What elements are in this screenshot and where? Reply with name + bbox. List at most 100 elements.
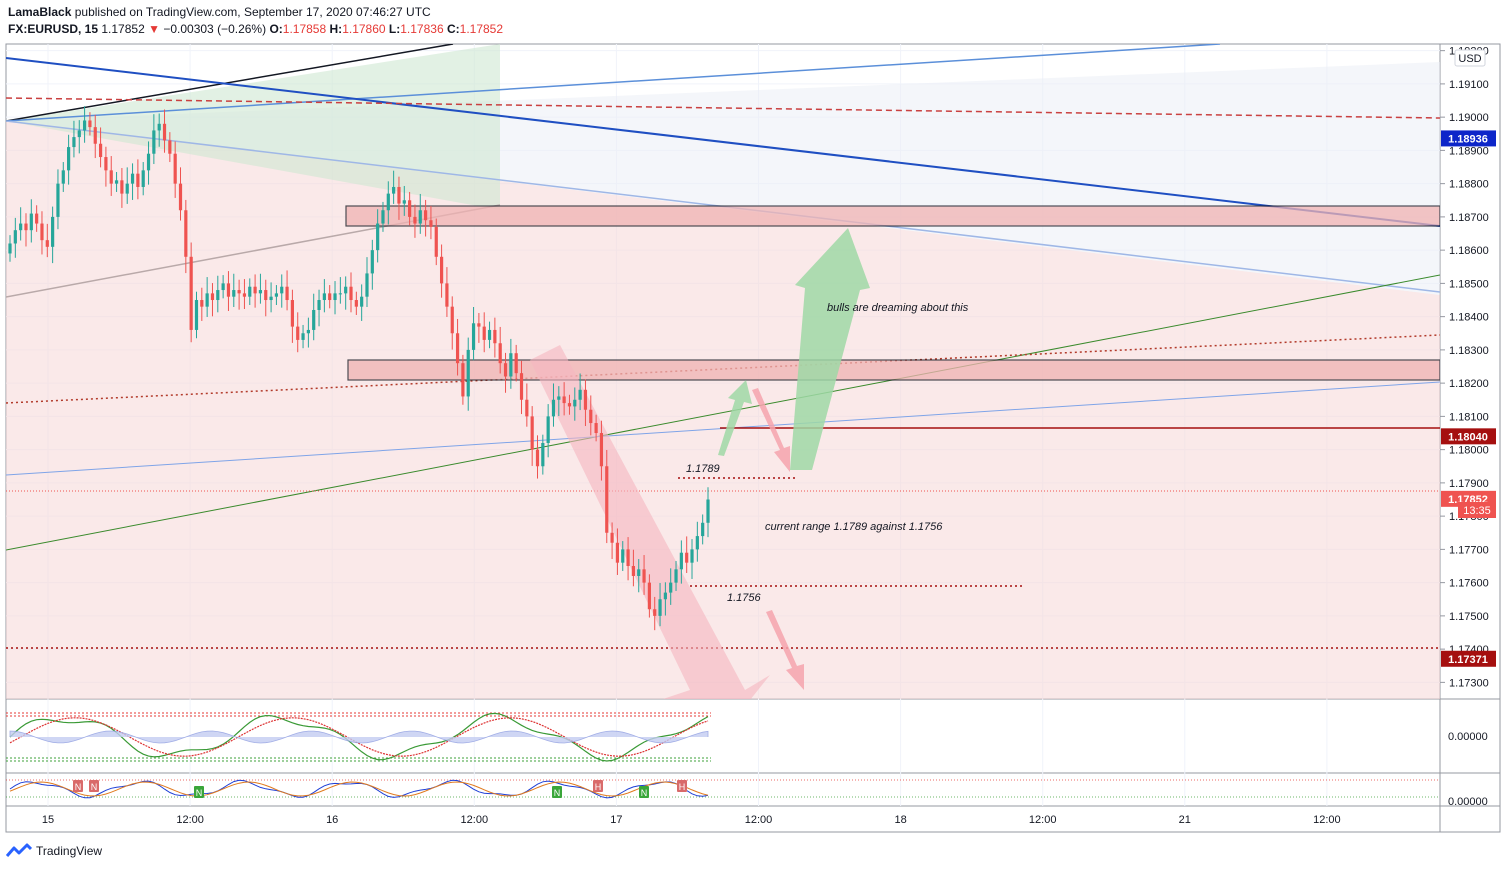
candle-body bbox=[51, 216, 55, 247]
price-tick-label: 1.17700 bbox=[1449, 544, 1489, 556]
candle-body bbox=[429, 220, 433, 227]
time-tick-label: 12:00 bbox=[1029, 814, 1057, 826]
osc2-signal-marker bbox=[552, 786, 562, 798]
price-tick-label: 1.17900 bbox=[1449, 478, 1489, 490]
trendline-dark-blue[interactable] bbox=[6, 57, 1440, 227]
bull-arrow-small[interactable] bbox=[718, 380, 752, 456]
candle-body bbox=[647, 582, 651, 610]
price-tick-label: 1.18700 bbox=[1449, 212, 1489, 224]
candle-body bbox=[578, 389, 582, 400]
time-tick-label: 12:00 bbox=[461, 814, 489, 826]
footer: TradingView bbox=[6, 843, 102, 859]
price-tick-label: 1.18900 bbox=[1449, 145, 1489, 157]
candle-body bbox=[487, 329, 492, 340]
candle-body bbox=[615, 542, 620, 563]
candle-body bbox=[530, 416, 534, 450]
candle-body bbox=[88, 120, 92, 128]
candle-body bbox=[45, 240, 49, 247]
author-name[interactable]: LamaBlack bbox=[8, 5, 72, 19]
trendline-light-blue-upper[interactable] bbox=[6, 44, 1221, 122]
bull-arrow-large[interactable] bbox=[790, 228, 870, 470]
candle-body bbox=[439, 256, 444, 284]
osc2-signal-label: N bbox=[91, 782, 98, 792]
candle-body bbox=[19, 223, 23, 231]
tradingview-logo-icon[interactable] bbox=[6, 843, 32, 859]
price-tick-label: 1.17300 bbox=[1449, 677, 1489, 689]
high-value: 1.17860 bbox=[342, 22, 386, 36]
downtrend-arrow[interactable] bbox=[530, 345, 770, 700]
candle-body bbox=[8, 243, 12, 254]
currency-box[interactable] bbox=[1454, 49, 1486, 67]
time-tick-label: 12:00 bbox=[745, 814, 773, 826]
trendline-green[interactable] bbox=[6, 274, 1440, 551]
candle-body bbox=[455, 333, 460, 364]
candle-body bbox=[546, 416, 550, 443]
candle-body bbox=[200, 300, 204, 307]
candle-body bbox=[360, 296, 364, 307]
candle-body bbox=[701, 522, 705, 537]
candle-body bbox=[626, 549, 630, 567]
candle-body bbox=[242, 293, 247, 297]
candle-body bbox=[317, 300, 321, 310]
osc2-line-orange bbox=[9, 781, 709, 797]
candle-body bbox=[706, 499, 710, 523]
trendline-black[interactable] bbox=[6, 44, 454, 122]
price-badge bbox=[1441, 650, 1496, 667]
candle-body bbox=[413, 216, 417, 224]
candle-body bbox=[376, 223, 380, 251]
candle-body bbox=[120, 180, 124, 194]
candle-body bbox=[301, 333, 305, 340]
candle-body bbox=[658, 599, 662, 616]
low-label: L: bbox=[388, 22, 401, 36]
candle-body bbox=[541, 442, 545, 467]
candle-body bbox=[557, 396, 561, 400]
candle-body bbox=[130, 173, 135, 184]
price-badge-label: 1.18040 bbox=[1448, 431, 1488, 443]
candle-body bbox=[162, 123, 167, 141]
candle-body bbox=[296, 326, 300, 340]
time-axis[interactable]: 15 12:00 16 12:00 17 12:00 18 12:00 21 12:00 bbox=[42, 814, 1341, 826]
close-label: C: bbox=[446, 22, 460, 36]
candle-body bbox=[663, 592, 667, 600]
osc2-signal-label: N bbox=[75, 782, 82, 792]
dotted-red-line[interactable] bbox=[6, 334, 1440, 404]
candle-body bbox=[498, 343, 502, 364]
candle-body bbox=[573, 399, 577, 407]
bear-arrow-1[interactable] bbox=[752, 388, 790, 472]
candle-body bbox=[258, 290, 263, 294]
price-tick-label: 1.18500 bbox=[1449, 278, 1489, 290]
price-change: −0.00303 (−0.26%) bbox=[163, 22, 267, 36]
price-tick-label: 1.17500 bbox=[1449, 611, 1489, 623]
footer-brand[interactable]: TradingView bbox=[36, 844, 103, 858]
time-tick-label: 12:00 bbox=[1313, 814, 1341, 826]
price-tick-label: 1.18300 bbox=[1449, 345, 1489, 357]
resistance-zone-upper[interactable] bbox=[345, 205, 1440, 227]
symbol-name: FX:EURUSD, 15 bbox=[8, 22, 99, 36]
high-label: H: bbox=[329, 22, 343, 36]
candle-body bbox=[173, 153, 177, 184]
candle-body bbox=[72, 137, 76, 148]
osc2-signal-label: N bbox=[196, 788, 203, 798]
candle-body bbox=[637, 569, 641, 576]
dashed-red-line[interactable] bbox=[6, 97, 1440, 119]
osc2-signal-label: H bbox=[595, 782, 602, 792]
candle-body bbox=[386, 193, 390, 211]
time-tick-label: 17 bbox=[610, 814, 622, 826]
candle-body bbox=[408, 200, 412, 217]
price-tick-label: 1.18800 bbox=[1449, 179, 1489, 191]
candle-body bbox=[290, 300, 294, 327]
time-tick-label: 12:00 bbox=[176, 814, 204, 826]
candle-body bbox=[610, 532, 614, 543]
candle-body bbox=[381, 210, 385, 224]
bear-arrow-2[interactable] bbox=[766, 610, 804, 690]
resistance-zone-lower[interactable] bbox=[347, 359, 1440, 381]
candle-body bbox=[583, 389, 588, 410]
price-badge bbox=[1441, 428, 1496, 445]
candle-body bbox=[434, 226, 438, 257]
candle-body bbox=[418, 210, 422, 224]
candle-body bbox=[445, 283, 449, 307]
candle-body bbox=[98, 143, 103, 158]
